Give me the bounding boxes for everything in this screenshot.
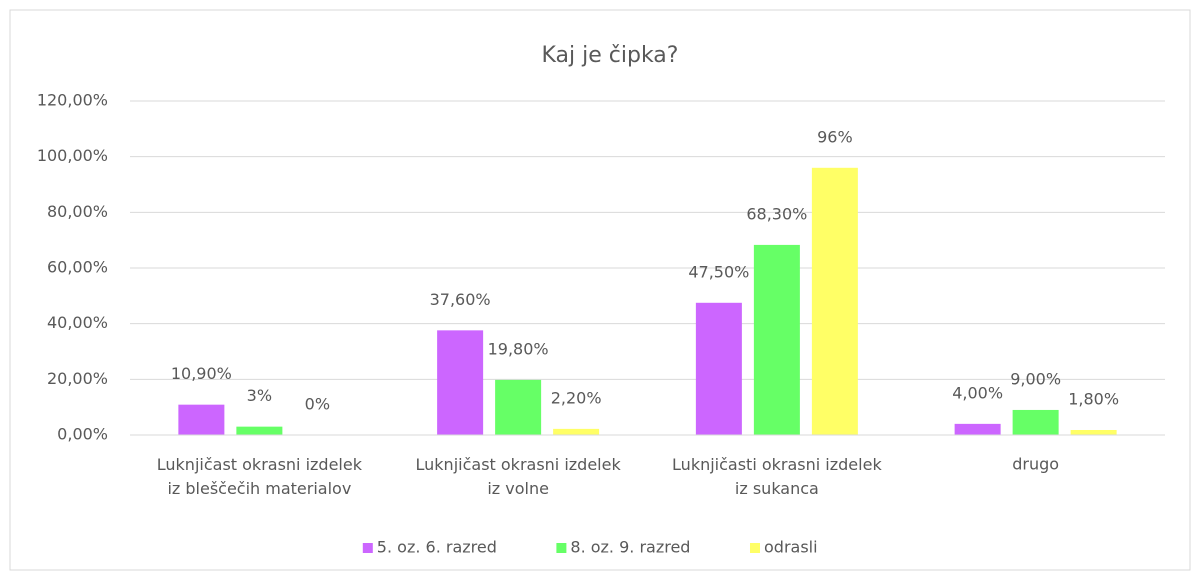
bar [236, 426, 283, 435]
legend-label: 5. oz. 6. razred [377, 538, 497, 557]
bar [553, 428, 600, 435]
value-label: 9,00% [1010, 369, 1061, 388]
y-tick-label: 80,00% [47, 202, 108, 221]
legend-swatch [362, 543, 373, 553]
x-tick-label: Luknjičast okrasni izdelek iz bleščečih m… [157, 455, 363, 498]
bar [1070, 429, 1117, 435]
value-label: 0% [305, 395, 330, 414]
bar [753, 244, 800, 435]
legend-swatch [556, 543, 567, 553]
value-label: 1,80% [1068, 389, 1119, 408]
legend-label: odrasli [764, 538, 818, 557]
bar [178, 404, 225, 435]
chart-border [9, 9, 1191, 571]
value-label: 68,30% [746, 204, 807, 223]
bar [437, 330, 484, 435]
bar [495, 379, 542, 435]
value-label: 47,50% [688, 262, 749, 281]
y-tick-label: 40,00% [47, 313, 108, 332]
bar [954, 423, 1001, 435]
x-tick-label: Luknjičast okrasni izdelek iz volne [416, 455, 622, 498]
value-label: 4,00% [952, 383, 1003, 402]
value-label: 96% [817, 127, 853, 146]
y-tick-label: 20,00% [47, 369, 108, 388]
bar [1012, 409, 1059, 435]
value-label: 2,20% [551, 388, 602, 407]
value-label: 19,80% [488, 339, 549, 358]
y-tick-label: 0,00% [57, 425, 108, 444]
x-tick-label: Luknjičasti okrasni izdelek iz sukanca [672, 455, 882, 498]
bar [811, 167, 858, 436]
y-tick-label: 100,00% [37, 146, 108, 165]
value-label: 10,90% [171, 364, 232, 383]
x-tick-label: drugo [1012, 455, 1059, 474]
legend-swatch [750, 543, 760, 553]
legend-label: 8. oz. 9. razred [570, 538, 690, 557]
chart-title: Kaj je čipka? [542, 43, 679, 68]
bar [695, 302, 742, 435]
y-tick-label: 120,00% [37, 91, 108, 110]
y-tick-label: 60,00% [47, 258, 108, 277]
value-label: 3% [247, 386, 272, 405]
value-label: 37,60% [430, 290, 491, 309]
